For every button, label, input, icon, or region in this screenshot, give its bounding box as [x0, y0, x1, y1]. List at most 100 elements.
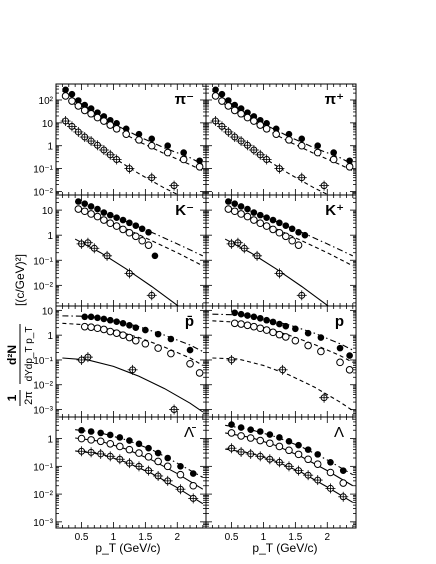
y-tick-label: 1 [47, 435, 53, 446]
y-tick-label: 10² [39, 96, 54, 107]
data-point-open [141, 339, 150, 348]
y-tick-label: 10 [42, 119, 54, 130]
panel-label: Λ̄ [184, 424, 196, 441]
data-point-open-cross [146, 290, 157, 301]
data-point-open-cross [98, 144, 109, 155]
data-point-filled [180, 149, 187, 156]
data-point-filled [225, 198, 232, 205]
data-point-open [294, 241, 303, 249]
data-point-open [112, 222, 121, 230]
data-point-open [106, 439, 115, 448]
data-point-open [135, 449, 143, 457]
data-point-filled [87, 428, 95, 435]
data-point-filled [189, 470, 197, 477]
data-point-open [291, 336, 300, 345]
data-point-open [87, 210, 95, 218]
data-point-filled [113, 120, 120, 127]
data-point-filled [285, 437, 293, 445]
panel-lambda-bar: 10⁻³ 10⁻² 10⁻¹ 1 0.5 1 1.5 2 Λ̄ [33, 416, 207, 543]
data-point-open-cross [296, 172, 307, 183]
data-point-open [131, 232, 140, 241]
data-point-open-cross [226, 354, 237, 365]
data-point-filled [304, 329, 312, 337]
data-point-open [138, 236, 146, 245]
data-point-open-cross [319, 180, 330, 191]
data-point-open-cross [105, 451, 116, 462]
data-point-filled [151, 252, 159, 260]
data-point-open [317, 347, 325, 356]
data-point-open-cross [76, 446, 87, 457]
data-point-open-cross [229, 132, 240, 143]
data-point-filled [288, 225, 296, 233]
data-point-filled [94, 205, 101, 213]
data-point-open [224, 102, 233, 110]
data-point-open [304, 341, 312, 350]
data-point-filled [314, 451, 322, 458]
data-point-open [122, 130, 131, 138]
data-point-open [74, 102, 83, 110]
data-point-open-cross [60, 116, 71, 127]
data-point-open-cross [296, 290, 307, 301]
data-point-open [179, 155, 188, 164]
data-point-open-cross [89, 243, 100, 254]
data-point-open-cross [232, 237, 243, 248]
data-point-filled [75, 198, 82, 205]
data-point-open [195, 162, 204, 171]
data-point-open [144, 241, 153, 249]
data-point-filled [314, 142, 322, 150]
data-point-open [125, 333, 134, 342]
data-point-open [125, 228, 134, 237]
data-point-open-cross [162, 475, 173, 486]
fit-curve [212, 313, 354, 351]
x-tick-label: 1 [261, 532, 267, 543]
data-point-open [135, 136, 143, 144]
data-point-open [262, 326, 271, 334]
data-point-open [256, 324, 265, 333]
data-point-filled [346, 352, 353, 359]
data-point-open-cross [242, 140, 253, 151]
data-point-filled [250, 209, 258, 216]
data-point-open [269, 225, 277, 234]
data-point-open [345, 366, 354, 374]
data-point-filled [228, 421, 235, 428]
data-point-filled [276, 320, 283, 328]
data-point-filled [196, 157, 203, 165]
data-point-open-cross [255, 451, 266, 462]
data-point-open-cross [312, 475, 323, 486]
data-point-open [119, 225, 127, 234]
data-point-open [224, 205, 233, 213]
data-point-filled [244, 205, 251, 213]
data-point-open [80, 207, 89, 216]
data-point-filled [237, 424, 245, 431]
data-point-filled [62, 86, 69, 94]
y-label-fraction-denominator: 2π [23, 391, 35, 405]
data-point-open-cross [236, 136, 247, 147]
data-point-filled [276, 219, 283, 227]
data-point-open [68, 97, 76, 105]
data-point-open-cross [261, 154, 272, 165]
data-point-open-cross [252, 250, 263, 261]
data-point-filled [256, 428, 264, 435]
data-point-open-cross [188, 493, 199, 504]
data-point-filled [301, 231, 309, 239]
data-point-open [154, 457, 162, 466]
y-tick-label: 10⁻¹ [33, 165, 53, 176]
data-point-filled [282, 322, 290, 330]
data-point-open-cross [325, 483, 336, 494]
data-point-open [256, 436, 265, 445]
panel-label: π⁻ [175, 91, 194, 108]
data-point-open [256, 121, 265, 129]
data-point-filled [135, 130, 143, 138]
data-point-open [272, 130, 281, 138]
data-point-open [230, 207, 239, 216]
data-point-filled [212, 86, 219, 94]
data-point-open [250, 216, 258, 224]
data-point-open [116, 442, 124, 451]
data-point-open [250, 117, 258, 125]
data-point-filled [237, 203, 245, 210]
data-point-filled [237, 105, 245, 112]
data-point-open [211, 92, 220, 100]
data-point-open [186, 359, 194, 368]
x-axis-label-right: p_T (GeV/c) [252, 541, 317, 555]
